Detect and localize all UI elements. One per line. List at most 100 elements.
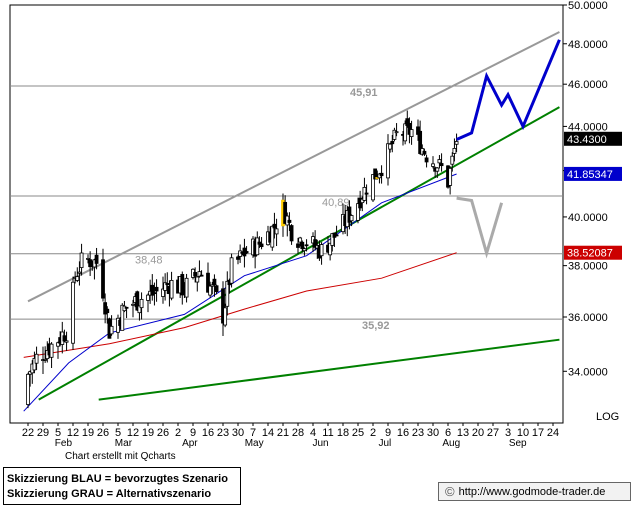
y-tick-label: 34.0000 xyxy=(568,366,608,378)
x-month-label: Jun xyxy=(313,438,329,449)
candle-body xyxy=(257,241,262,245)
candle-body xyxy=(373,168,378,180)
x-tick-label: 3 xyxy=(505,427,511,439)
x-tick-label: 16 xyxy=(397,427,409,439)
candle-body xyxy=(94,254,99,264)
candle-body xyxy=(71,281,75,344)
candle-body xyxy=(274,228,279,235)
x-tick-label: 20 xyxy=(472,427,484,439)
x-tick-label: 4 xyxy=(310,427,316,439)
candle-body xyxy=(422,150,427,155)
x-tick-label: 6 xyxy=(445,427,451,439)
lower-channel-line xyxy=(38,106,560,401)
x-month-label: Sep xyxy=(509,438,527,449)
source-url-box[interactable]: © http://www.godmode-trader.de xyxy=(438,482,631,501)
price-label-bg xyxy=(564,131,622,146)
candles xyxy=(26,110,459,409)
candle-body xyxy=(120,304,125,331)
copyright-icon: © xyxy=(445,484,455,499)
x-tick-label: 13 xyxy=(457,427,469,439)
x-tick-label: 21 xyxy=(277,427,289,439)
x-tick-label: 17 xyxy=(532,427,544,439)
candle-body xyxy=(386,143,390,179)
x-tick-label: 30 xyxy=(427,427,439,439)
candle-body xyxy=(360,198,365,204)
source-url[interactable]: http://www.godmode-trader.de xyxy=(458,485,606,498)
candle-body xyxy=(150,284,155,296)
x-tick-label: 23 xyxy=(412,427,424,439)
candle-body xyxy=(431,163,435,167)
x-month-label: Feb xyxy=(55,438,73,449)
candle-body xyxy=(302,248,307,252)
candle-body xyxy=(43,358,48,361)
long-term-support-line xyxy=(98,338,560,401)
x-tick-label: 26 xyxy=(97,427,109,439)
candle-body xyxy=(272,223,277,229)
candle-body xyxy=(137,305,142,314)
level-label: 45,91 xyxy=(350,87,378,99)
candle-body xyxy=(283,201,288,224)
candle-body xyxy=(259,243,264,248)
candle-body xyxy=(131,303,135,306)
price-label-text: 41.85347 xyxy=(567,169,613,181)
candle-body xyxy=(229,257,234,284)
x-tick-label: 5 xyxy=(115,427,121,439)
candle-body xyxy=(32,358,37,371)
y-tick-label: 38.0000 xyxy=(568,261,608,273)
candle-body xyxy=(319,244,324,257)
candle-body xyxy=(439,163,444,167)
candle-body xyxy=(454,141,459,145)
x-tick-label: 2 xyxy=(175,427,181,439)
candle-body xyxy=(349,215,354,222)
price-labels: 43.4300 41.85347 38.52087 xyxy=(564,131,622,260)
y-tick-label: 48.0000 xyxy=(568,39,608,51)
scenario-blue-line xyxy=(455,39,561,141)
candle-body xyxy=(403,123,408,142)
candle-body xyxy=(146,294,150,301)
candle-body xyxy=(244,251,249,254)
candle-body xyxy=(26,373,30,405)
candle-body xyxy=(221,288,225,324)
candle-body xyxy=(388,143,393,150)
candle-body xyxy=(103,302,108,315)
x-month-label: Apr xyxy=(182,438,198,449)
log-scale-label: LOG xyxy=(596,411,619,423)
chart-grid xyxy=(9,4,564,424)
scenario-legend: Skizzierung BLAU = bevorzugtes Szenario … xyxy=(3,467,241,505)
x-tick-label: 27 xyxy=(487,427,499,439)
candle-body xyxy=(79,252,84,268)
candle-body xyxy=(197,271,202,277)
x-tick-label: 11 xyxy=(322,427,333,439)
candle-body xyxy=(56,342,60,347)
candle-body xyxy=(62,335,67,342)
legend-blue-text: Skizzierung BLAU = bevorzugtes Szenario xyxy=(7,473,228,485)
legend-gray-text: Skizzierung GRAU = Alternativszenario xyxy=(7,488,212,500)
candle-body xyxy=(304,244,309,247)
candle-body xyxy=(165,283,170,286)
level-label: 38,48 xyxy=(135,255,163,267)
x-tick-label: 19 xyxy=(142,427,154,439)
candle-body xyxy=(109,325,114,335)
candle-body xyxy=(210,284,215,287)
candle-body xyxy=(407,122,412,135)
price-label-text: 43.4300 xyxy=(567,134,607,146)
x-tick-label: 18 xyxy=(337,427,349,439)
x-tick-label: 9 xyxy=(190,427,196,439)
candle-body xyxy=(328,242,333,256)
candle-body xyxy=(184,277,189,298)
candle-body xyxy=(287,219,292,223)
x-tick-label: 7 xyxy=(250,427,256,439)
candle-body xyxy=(212,278,217,286)
candle-body xyxy=(298,237,303,243)
candle-body xyxy=(105,308,110,314)
candle-body xyxy=(223,307,228,326)
candle-body xyxy=(75,276,80,281)
candle-body xyxy=(416,126,420,135)
x-tick-label: 30 xyxy=(232,427,244,439)
candle-body xyxy=(392,129,397,140)
candle-body xyxy=(450,155,455,165)
x-tick-label: 19 xyxy=(82,427,94,439)
level-label: 35,92 xyxy=(362,320,390,332)
candle-body xyxy=(214,285,219,293)
